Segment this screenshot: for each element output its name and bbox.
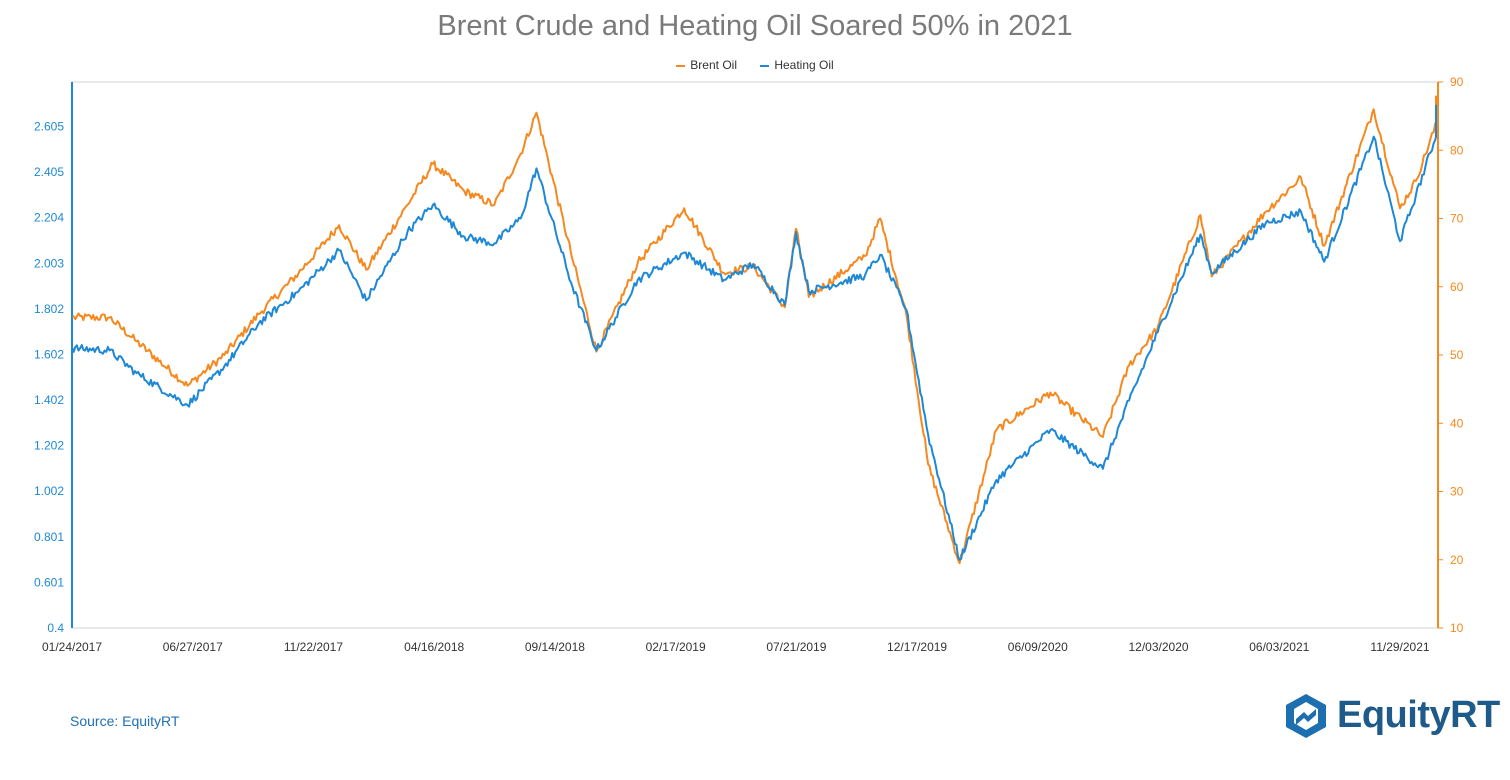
legend-label-brent-oil: Brent Oil	[690, 58, 737, 72]
left-y-tick-label: 1.802	[34, 302, 64, 316]
x-tick-label: 09/14/2018	[525, 640, 585, 654]
right-y-axis: 10 20 30 40 50 60 70 80 90	[1438, 75, 1464, 635]
x-tick-label: 12/17/2019	[887, 640, 947, 654]
x-tick-label: 07/21/2019	[766, 640, 826, 654]
left-y-tick-label: 2.405	[34, 165, 64, 179]
right-y-tick-label: 70	[1450, 212, 1464, 226]
x-tick-label: 11/22/2017	[284, 640, 343, 654]
x-tick-label: 02/17/2019	[646, 640, 706, 654]
equityrt-logo: EquityRT	[1282, 692, 1502, 742]
right-y-tick-label: 10	[1450, 621, 1464, 635]
left-y-tick-label: 1.602	[34, 348, 64, 362]
series-layer	[72, 95, 1437, 565]
x-tick-label: 01/24/2017	[42, 640, 102, 654]
plot-area-frame	[71, 81, 1439, 629]
equityrt-logo-icon	[1286, 694, 1326, 738]
series-line-brent-oil[interactable]	[72, 95, 1437, 565]
x-tick-label: 06/09/2020	[1008, 640, 1068, 654]
x-tick-label: 11/29/2021	[1370, 640, 1429, 654]
right-y-tick-label: 20	[1450, 553, 1464, 567]
right-y-tick-label: 50	[1450, 348, 1464, 362]
left-y-tick-label: 1.002	[34, 484, 64, 498]
legend: Brent Oil Heating Oil	[0, 58, 1510, 72]
left-y-tick-label: 0.601	[34, 575, 64, 589]
right-y-tick-label: 60	[1450, 280, 1464, 294]
left-y-tick-label: 0.4	[47, 621, 64, 635]
legend-label-heating-oil: Heating Oil	[774, 58, 834, 72]
left-y-tick-label: 2.605	[34, 119, 64, 133]
legend-swatch-heating-oil	[760, 64, 770, 67]
chart-title: Brent Crude and Heating Oil Soared 50% i…	[437, 10, 1073, 42]
legend-swatch-brent-oil	[676, 64, 686, 67]
right-y-tick-label: 80	[1450, 143, 1464, 157]
x-axis: 01/24/2017 06/27/2017 11/22/2017 04/16/2018…	[42, 640, 1430, 654]
left-y-tick-label: 2.204	[34, 211, 64, 225]
x-tick-label: 04/16/2018	[404, 640, 464, 654]
left-y-tick-label: 0.801	[34, 530, 64, 544]
equityrt-logo-text: EquityRT	[1337, 694, 1500, 736]
right-y-tick-label: 30	[1450, 485, 1464, 499]
left-y-axis: 0.4 0.601 0.801 1.002 1.202 1.402 1.602 1.802 2.…	[34, 119, 64, 635]
right-y-tick-label: 90	[1450, 75, 1464, 89]
legend-item-heating-oil[interactable]: Heating Oil	[760, 58, 834, 72]
legend-item-brent-oil[interactable]: Brent Oil	[676, 58, 737, 72]
source-note: Source: EquityRT	[70, 713, 180, 729]
right-y-tick-label: 40	[1450, 416, 1464, 430]
x-tick-label: 06/27/2017	[163, 640, 223, 654]
series-line-heating-oil[interactable]	[72, 104, 1437, 561]
x-tick-label: 06/03/2021	[1249, 640, 1309, 654]
left-y-tick-label: 1.202	[34, 439, 64, 453]
left-y-tick-label: 2.003	[34, 256, 64, 270]
left-y-tick-label: 1.402	[34, 393, 64, 407]
x-tick-label: 12/03/2020	[1129, 640, 1189, 654]
